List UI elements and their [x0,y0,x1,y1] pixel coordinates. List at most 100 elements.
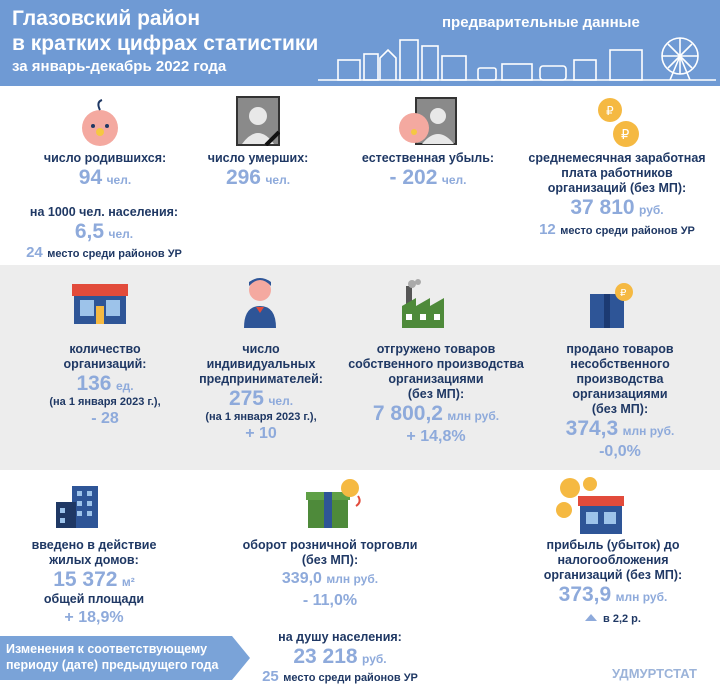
housing-value: 15 372 [53,568,118,591]
organizations-unit: ед. [115,379,134,393]
per-capita-label: на душу населения: [278,630,402,644]
profit-value: 373,9 [558,583,612,606]
shipped-goods-block: отгружено товаров собственного производс… [336,342,536,448]
baby-icon [82,99,118,146]
entrepreneurs-unit: чел. [268,394,294,408]
entrepreneurs-block: число индивидуальных предпринимателей: 2… [186,342,336,445]
housing-unit: м² [121,575,135,589]
per1000-label: на 1000 чел. населения: [29,205,179,219]
sold-value: 374,3 [565,417,619,440]
businessman-icon [244,278,276,328]
retail-rank-text: место среди районов УР [283,672,418,684]
svg-text:₽: ₽ [621,128,629,143]
organizations-label-1: количество [69,342,141,356]
factory-icon [402,279,444,328]
entrepreneurs-label-3: предпринимателей: [199,372,323,386]
retail-block: оборот розничной торговли (без МП): 339,… [230,538,430,612]
shipped-label-4: (без МП): [407,387,465,401]
housing-label-1: введено в действие [31,538,157,552]
retail-label-1: оборот розничной торговли [242,538,418,552]
page-title: Глазовский район в кратких цифрах статис… [12,6,318,56]
entrepreneurs-date: (на 1 января 2023 г.), [205,411,317,423]
profit-block: прибыль (убыток) до налогообложения орга… [518,538,708,630]
profit-label-1: прибыль (убыток) до [546,538,680,552]
retail-rank-number: 25 [262,668,279,685]
per1000-value: 6,5 [74,220,105,243]
organizations-change: - 28 [91,410,119,427]
organizations-value: 136 [76,372,112,395]
retail-label-2: (без МП): [301,553,359,567]
shipped-value: 7 800,2 [372,402,443,425]
profit-label-2: налогообложения [557,553,669,567]
profit-change: в 2,2 р. [603,613,641,625]
header-banner: Глазовский район в кратких цифрах статис… [0,0,720,86]
retail-change: - 11,0% [302,592,358,609]
natural-decrease-value: - 202 [389,166,438,189]
deaths-value: 296 [225,166,261,189]
entrepreneurs-change: + 10 [245,425,277,442]
sold-label-4: организациями [572,387,668,401]
coins-icon: ₽ ₽ [598,98,639,147]
sold-label-5: (без МП): [591,402,649,416]
store-icon [72,284,128,324]
housing-change: + 18,9% [64,609,124,626]
preliminary-note: предварительные данные [442,14,640,31]
deaths-label: число умерших: [207,151,309,165]
profit-unit: млн руб. [615,590,668,604]
city-skyline-icon [318,37,716,81]
salary-label-2: плата работников [561,166,673,180]
sold-label-1: продано товаров [566,342,674,356]
entrepreneurs-label-1: число [242,342,280,356]
gift-box-coin-icon: ₽ [590,283,633,328]
births-unit: чел. [106,173,132,187]
salary-rank-number: 12 [539,221,556,238]
up-arrow-icon [585,614,598,621]
housing-block: введено в действие жилых домов: 15 372 м… [14,538,174,629]
svg-text:₽: ₽ [620,288,627,299]
births-per1000-block: на 1000 чел. населения: 6,5 чел. 24 мест… [14,205,194,263]
period-subtitle: за январь-декабрь 2022 года [12,58,227,75]
title-line-2: в кратких цифрах статистики [12,32,319,55]
entrepreneurs-value: 275 [228,387,264,410]
births-rank-number: 24 [26,244,43,261]
salary-unit: руб. [639,203,664,217]
per1000-unit: чел. [108,227,134,241]
births-value: 94 [78,166,103,189]
deaths-block: число умерших: 296 чел. [198,151,318,190]
shop-with-coins-icon [556,477,624,534]
shipped-label-3: организациями [388,372,484,386]
retail-value: 339,0 [281,570,322,587]
births-rank-text: место среди районов УР [47,248,182,260]
shipped-change: + 14,8% [406,428,466,445]
housing-area-label: общей площади [43,592,145,606]
sold-change: -0,0% [599,443,641,460]
salary-label-1: среднемесячная заработная [528,151,706,165]
housing-label-2: жилых домов: [49,553,139,567]
legend-line-1: Изменения к соответствующему [6,642,208,656]
natural-decrease-block: естественная убыль: - 202 чел. [348,151,508,190]
organizations-label-2: организаций: [63,357,147,371]
legend-note: Изменения к соответствующему периоду (да… [0,636,250,680]
organizations-block: количество организаций: 136 ед. (на 1 ян… [20,342,190,430]
sold-label-2: несобственного [570,357,670,371]
gift-box-arrow-icon [306,479,361,528]
apartment-buildings-icon [56,486,98,528]
profit-label-3: организаций (без МП): [543,568,683,582]
shipped-label-2: собственного производства [348,357,524,371]
retail-unit: млн руб. [326,572,379,586]
baby-and-portrait-icon [399,97,457,145]
per-capita-value: 23 218 [293,645,358,668]
sold-goods-block: продано товаров несобственного производс… [530,342,710,463]
sold-unit: млн руб. [622,424,675,438]
shipped-label-1: отгружено товаров [376,342,496,356]
natural-decrease-unit: чел. [441,173,467,187]
deaths-unit: чел. [265,173,291,187]
mourning-portrait-icon [236,96,280,146]
salary-value: 37 810 [570,196,635,219]
salary-block: среднемесячная заработная плата работник… [522,151,712,241]
organizations-date: (на 1 января 2023 г.), [49,396,161,408]
births-label: число родившихся: [43,151,167,165]
salary-label-3: организаций (без МП): [547,181,687,195]
retail-per-capita-block: на душу населения: 23 218 руб. 25 место … [240,630,440,686]
shipped-unit: млн руб. [447,409,500,423]
